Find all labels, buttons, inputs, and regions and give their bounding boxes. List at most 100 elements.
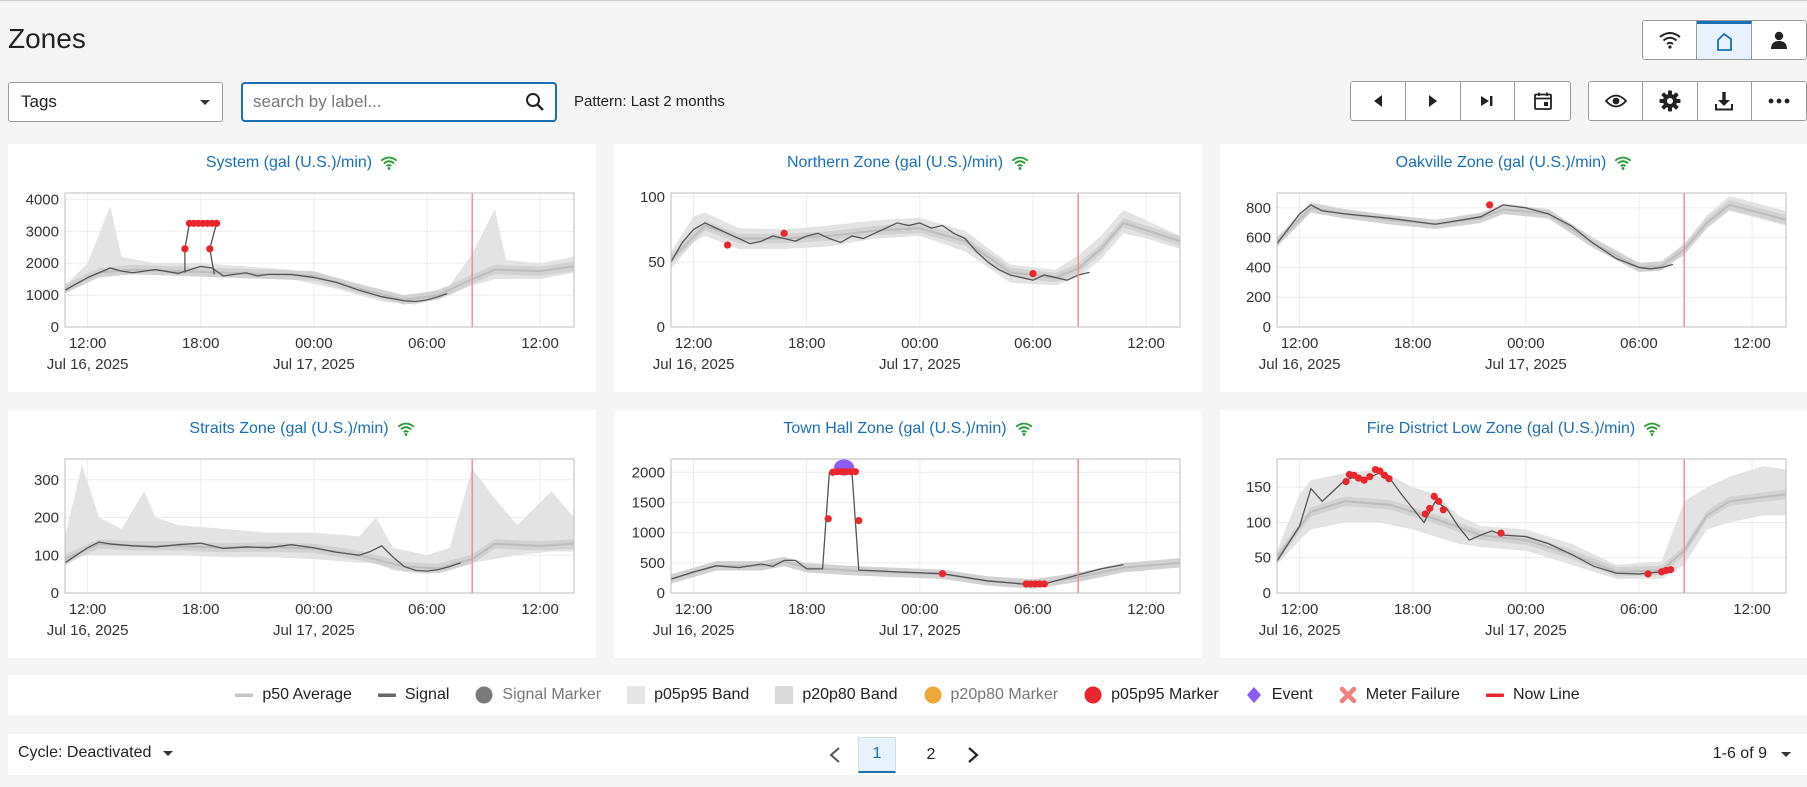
line-chart[interactable]: 0 500 1000 1500 2000 12:00 18:00 00:00 06:00 12:0… — [614, 410, 1202, 658]
y-tick-label: 400 — [1246, 259, 1271, 276]
page-button-2[interactable]: 2 — [926, 745, 936, 763]
p05p95-marker — [1430, 492, 1438, 500]
cycle-dropdown[interactable]: Cycle: Deactivated — [18, 744, 174, 762]
legend-square-swatch — [627, 686, 646, 704]
step-back-button[interactable] — [1351, 82, 1406, 120]
more-button[interactable] — [1751, 82, 1806, 120]
line-chart[interactable]: 0 200 400 600 800 12:00 18:00 00:00 06:00 12:00 Ju… — [1220, 144, 1807, 392]
signal-line — [1276, 472, 1674, 575]
wifi-icon — [397, 422, 414, 436]
chart-title[interactable]: Oakville Zone (gal (U.S.)/min) — [1220, 154, 1807, 172]
chart-panel-fire-district-low-zone[interactable]: Fire District Low Zone (gal (U.S.)/min) … — [1220, 410, 1807, 658]
line-chart[interactable]: 0 100 200 300 12:00 18:00 00:00 06:00 12:00 Jul 1… — [8, 410, 596, 658]
y-tick-label: 300 — [34, 472, 59, 489]
legend-line-swatch — [1485, 693, 1504, 697]
legend-label: p20p80 Marker — [950, 686, 1059, 703]
x-tick-label: 12:00 — [69, 335, 107, 352]
wifi-view-button[interactable] — [1643, 21, 1698, 59]
chart-title[interactable]: Fire District Low Zone (gal (U.S.)/min) — [1220, 420, 1807, 438]
y-tick-label: 200 — [34, 510, 59, 527]
x-tick-label: 00:00 — [1507, 335, 1545, 352]
search-input[interactable] — [253, 92, 525, 112]
signal-line — [670, 471, 1124, 585]
y-tick-label: 1000 — [26, 287, 59, 304]
x-date-label: Jul 16, 2025 — [1259, 356, 1341, 373]
x-tick-label: 18:00 — [1394, 335, 1432, 352]
chart-panel-oakville-zone[interactable]: Oakville Zone (gal (U.S.)/min) 0 200 400 60… — [1220, 144, 1807, 392]
legend-item[interactable]: p05p95 Marker — [1084, 686, 1219, 704]
p05p95-marker — [1354, 474, 1363, 482]
line-chart[interactable]: 0 50 100 12:00 18:00 00:00 06:00 12:00 Jul 16, 2… — [614, 144, 1202, 392]
chart-title[interactable]: System (gal (U.S.)/min) — [8, 154, 596, 172]
legend-item[interactable]: p50 Average — [235, 686, 352, 704]
chart-panel-system[interactable]: System (gal (U.S.)/min) 0 1000 2000 3000 400… — [8, 144, 596, 392]
user-view-button[interactable] — [1751, 21, 1806, 59]
legend-item[interactable]: p20p80 Marker — [924, 686, 1059, 704]
p05p95-marker — [181, 245, 189, 253]
y-tick-label: 200 — [1246, 289, 1271, 306]
wifi-icon — [1659, 32, 1681, 49]
y-tick-label: 2000 — [632, 464, 665, 481]
y-tick-label: 1500 — [632, 494, 665, 511]
skip-end-button[interactable] — [1460, 82, 1516, 120]
chevron-left-icon[interactable] — [828, 746, 842, 764]
chart-title[interactable]: Town Hall Zone (gal (U.S.)/min) — [614, 420, 1202, 438]
zones-view-button[interactable] — [1697, 21, 1752, 59]
x-date-label: Jul 17, 2025 — [879, 356, 961, 373]
page-range-dropdown[interactable]: 1-6 of 9 — [1713, 745, 1791, 763]
chart-panel-town-hall-zone[interactable]: Town Hall Zone (gal (U.S.)/min) 0 500 1000… — [614, 410, 1202, 658]
p05p95-marker — [1366, 473, 1374, 481]
plot-frame — [64, 458, 575, 594]
x-tick-label: 12:00 — [521, 335, 559, 352]
legend-item[interactable]: Now Line — [1485, 686, 1580, 704]
settings-button[interactable] — [1643, 82, 1698, 120]
visibility-button[interactable] — [1589, 82, 1644, 120]
line-chart[interactable]: 0 1000 2000 3000 4000 12:00 18:00 00:00 06:00 12:… — [8, 144, 596, 392]
x-tick-label: 00:00 — [901, 601, 939, 618]
download-button[interactable] — [1697, 82, 1752, 120]
plot-frame — [670, 192, 1181, 328]
p05p95-band — [1277, 195, 1786, 271]
gear-icon — [1659, 90, 1681, 112]
x-tick-label: 12:00 — [1127, 601, 1165, 618]
y-tick-label: 0 — [51, 585, 59, 602]
chart-panel-northern-zone[interactable]: Northern Zone (gal (U.S.)/min) 0 50 100 12:… — [614, 144, 1202, 392]
search-icon[interactable] — [525, 92, 545, 112]
calendar-button[interactable] — [1515, 82, 1570, 120]
p05p95-marker — [938, 570, 947, 578]
tool-controls-group — [1588, 81, 1807, 121]
signal-line — [1276, 204, 1674, 270]
eye-icon — [1604, 94, 1627, 108]
p05p95-marker — [780, 229, 788, 237]
chart-panel-straits-zone[interactable]: Straits Zone (gal (U.S.)/min) 0 100 200 300… — [8, 410, 596, 658]
legend-item[interactable]: Signal — [377, 686, 449, 704]
x-tick-label: 18:00 — [788, 601, 826, 618]
search-field[interactable] — [241, 82, 557, 122]
legend-label: p05p95 Band — [654, 686, 750, 703]
chevron-right-icon[interactable] — [966, 746, 980, 764]
chart-title[interactable]: Straits Zone (gal (U.S.)/min) — [8, 420, 596, 438]
tags-label: Tags — [21, 92, 57, 111]
p05p95-marker — [1040, 580, 1048, 588]
page-button-1[interactable]: 1 — [858, 736, 896, 773]
legend-item[interactable]: Event — [1245, 686, 1313, 704]
chart-title[interactable]: Northern Zone (gal (U.S.)/min) — [614, 154, 1202, 172]
legend-item[interactable]: p05p95 Band — [627, 686, 749, 704]
cycle-label: Cycle: Deactivated — [18, 744, 152, 761]
footer-bar: Cycle: Deactivated 1 2 1-6 of 9 — [8, 734, 1807, 775]
y-tick-label: 50 — [648, 254, 665, 271]
legend-item[interactable]: Signal Marker — [475, 686, 601, 704]
x-tick-label: 12:00 — [1127, 335, 1165, 352]
p05p95-marker — [1667, 566, 1675, 574]
x-tick-label: 18:00 — [1394, 601, 1432, 618]
legend-line-swatch — [235, 693, 254, 697]
line-chart[interactable]: 0 50 100 150 12:00 18:00 00:00 06:00 12:00 Jul 16… — [1220, 410, 1807, 658]
tags-dropdown[interactable]: Tags — [8, 82, 223, 122]
legend-item[interactable]: Meter Failure — [1339, 686, 1460, 704]
y-tick-label: 800 — [1246, 200, 1271, 217]
p20p80-band — [671, 218, 1180, 283]
p05p95-marker — [1029, 270, 1037, 278]
play-button[interactable] — [1405, 82, 1461, 120]
legend-item[interactable]: p20p80 Band — [775, 686, 898, 704]
pagination: 1 2 — [828, 734, 980, 775]
